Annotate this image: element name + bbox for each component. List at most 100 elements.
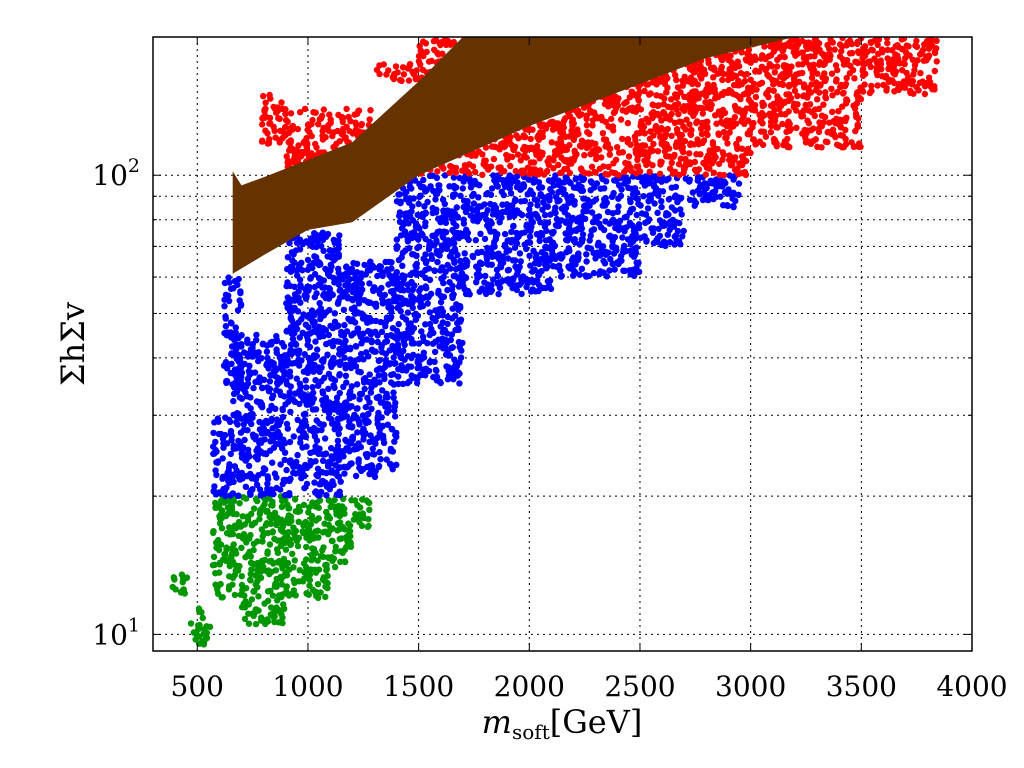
blue-point: [354, 325, 361, 332]
red-point: [301, 105, 309, 113]
blue-point: [350, 330, 357, 337]
blue-point: [507, 239, 515, 246]
green-point: [273, 583, 280, 590]
green-point: [264, 507, 271, 515]
blue-point: [481, 235, 489, 243]
red-point: [660, 109, 667, 116]
blue-point: [365, 353, 372, 360]
blue-point: [438, 275, 445, 282]
red-point: [380, 61, 387, 68]
green-point: [231, 523, 239, 531]
blue-point: [658, 178, 665, 185]
blue-point: [329, 400, 336, 408]
blue-point: [329, 324, 337, 332]
blue-point: [233, 353, 241, 361]
blue-point: [348, 305, 355, 313]
blue-point: [630, 233, 637, 240]
blue-point: [379, 269, 386, 276]
blue-point: [331, 310, 338, 317]
blue-point: [353, 405, 360, 412]
blue-point: [382, 318, 390, 325]
blue-point: [426, 309, 434, 316]
blue-point: [549, 239, 557, 246]
blue-point: [268, 341, 275, 348]
blue-point: [225, 297, 233, 305]
blue-point: [590, 226, 598, 233]
blue-point: [302, 392, 309, 399]
green-point: [245, 620, 253, 627]
blue-point: [388, 371, 395, 379]
red-point: [605, 163, 612, 171]
blue-point: [594, 242, 601, 249]
blue-point: [600, 257, 607, 265]
red-point: [645, 91, 653, 98]
blue-point: [275, 434, 282, 441]
blue-point: [449, 305, 456, 312]
blue-point: [439, 312, 446, 319]
blue-point: [423, 258, 430, 265]
blue-point: [614, 208, 621, 216]
red-point: [284, 118, 291, 126]
green-point: [303, 590, 310, 597]
red-point: [312, 140, 319, 148]
red-point: [439, 50, 446, 57]
blue-point: [430, 373, 437, 381]
blue-point: [341, 321, 348, 329]
blue-point: [563, 174, 570, 182]
red-point: [681, 137, 689, 145]
blue-point: [483, 256, 491, 263]
blue-point: [382, 356, 389, 364]
green-point: [238, 544, 245, 551]
blue-point: [250, 384, 257, 392]
green-point: [248, 510, 255, 518]
blue-point: [630, 227, 638, 235]
blue-point: [314, 427, 321, 434]
blue-point: [237, 301, 245, 308]
blue-point: [534, 197, 541, 204]
blue-point: [225, 467, 232, 474]
blue-point: [653, 187, 660, 194]
blue-point: [284, 425, 291, 432]
red-point: [557, 169, 564, 177]
blue-point: [348, 265, 356, 272]
red-point: [738, 153, 746, 160]
blue-point: [472, 237, 479, 244]
red-point: [568, 119, 576, 126]
blue-point: [354, 281, 361, 289]
blue-point: [443, 245, 450, 252]
green-point: [283, 538, 290, 545]
blue-point: [304, 256, 312, 264]
blue-point: [247, 394, 254, 401]
blue-point: [296, 334, 303, 341]
blue-point: [377, 263, 385, 270]
green-point: [250, 540, 258, 547]
blue-point: [360, 356, 367, 363]
blue-point: [617, 192, 625, 199]
blue-point: [470, 200, 478, 207]
red-point: [288, 145, 295, 152]
blue-point: [409, 269, 416, 277]
blue-point: [651, 200, 658, 207]
blue-point: [251, 369, 259, 376]
blue-point: [490, 251, 497, 258]
blue-point: [393, 277, 400, 285]
blue-point: [310, 389, 317, 397]
blue-point: [264, 384, 271, 391]
blue-point: [222, 323, 230, 330]
red-point: [635, 90, 642, 98]
red-point: [691, 158, 699, 166]
blue-point: [230, 445, 237, 452]
blue-point: [319, 236, 327, 244]
blue-point: [533, 231, 541, 238]
blue-point: [238, 415, 245, 422]
blue-point: [266, 378, 274, 385]
red-point: [587, 107, 594, 114]
red-point: [529, 166, 537, 173]
blue-point: [335, 253, 342, 260]
blue-point: [230, 397, 237, 405]
green-point: [262, 522, 269, 529]
blue-point: [429, 172, 436, 179]
blue-point: [253, 398, 261, 405]
blue-point: [369, 438, 377, 445]
blue-point: [361, 261, 368, 269]
